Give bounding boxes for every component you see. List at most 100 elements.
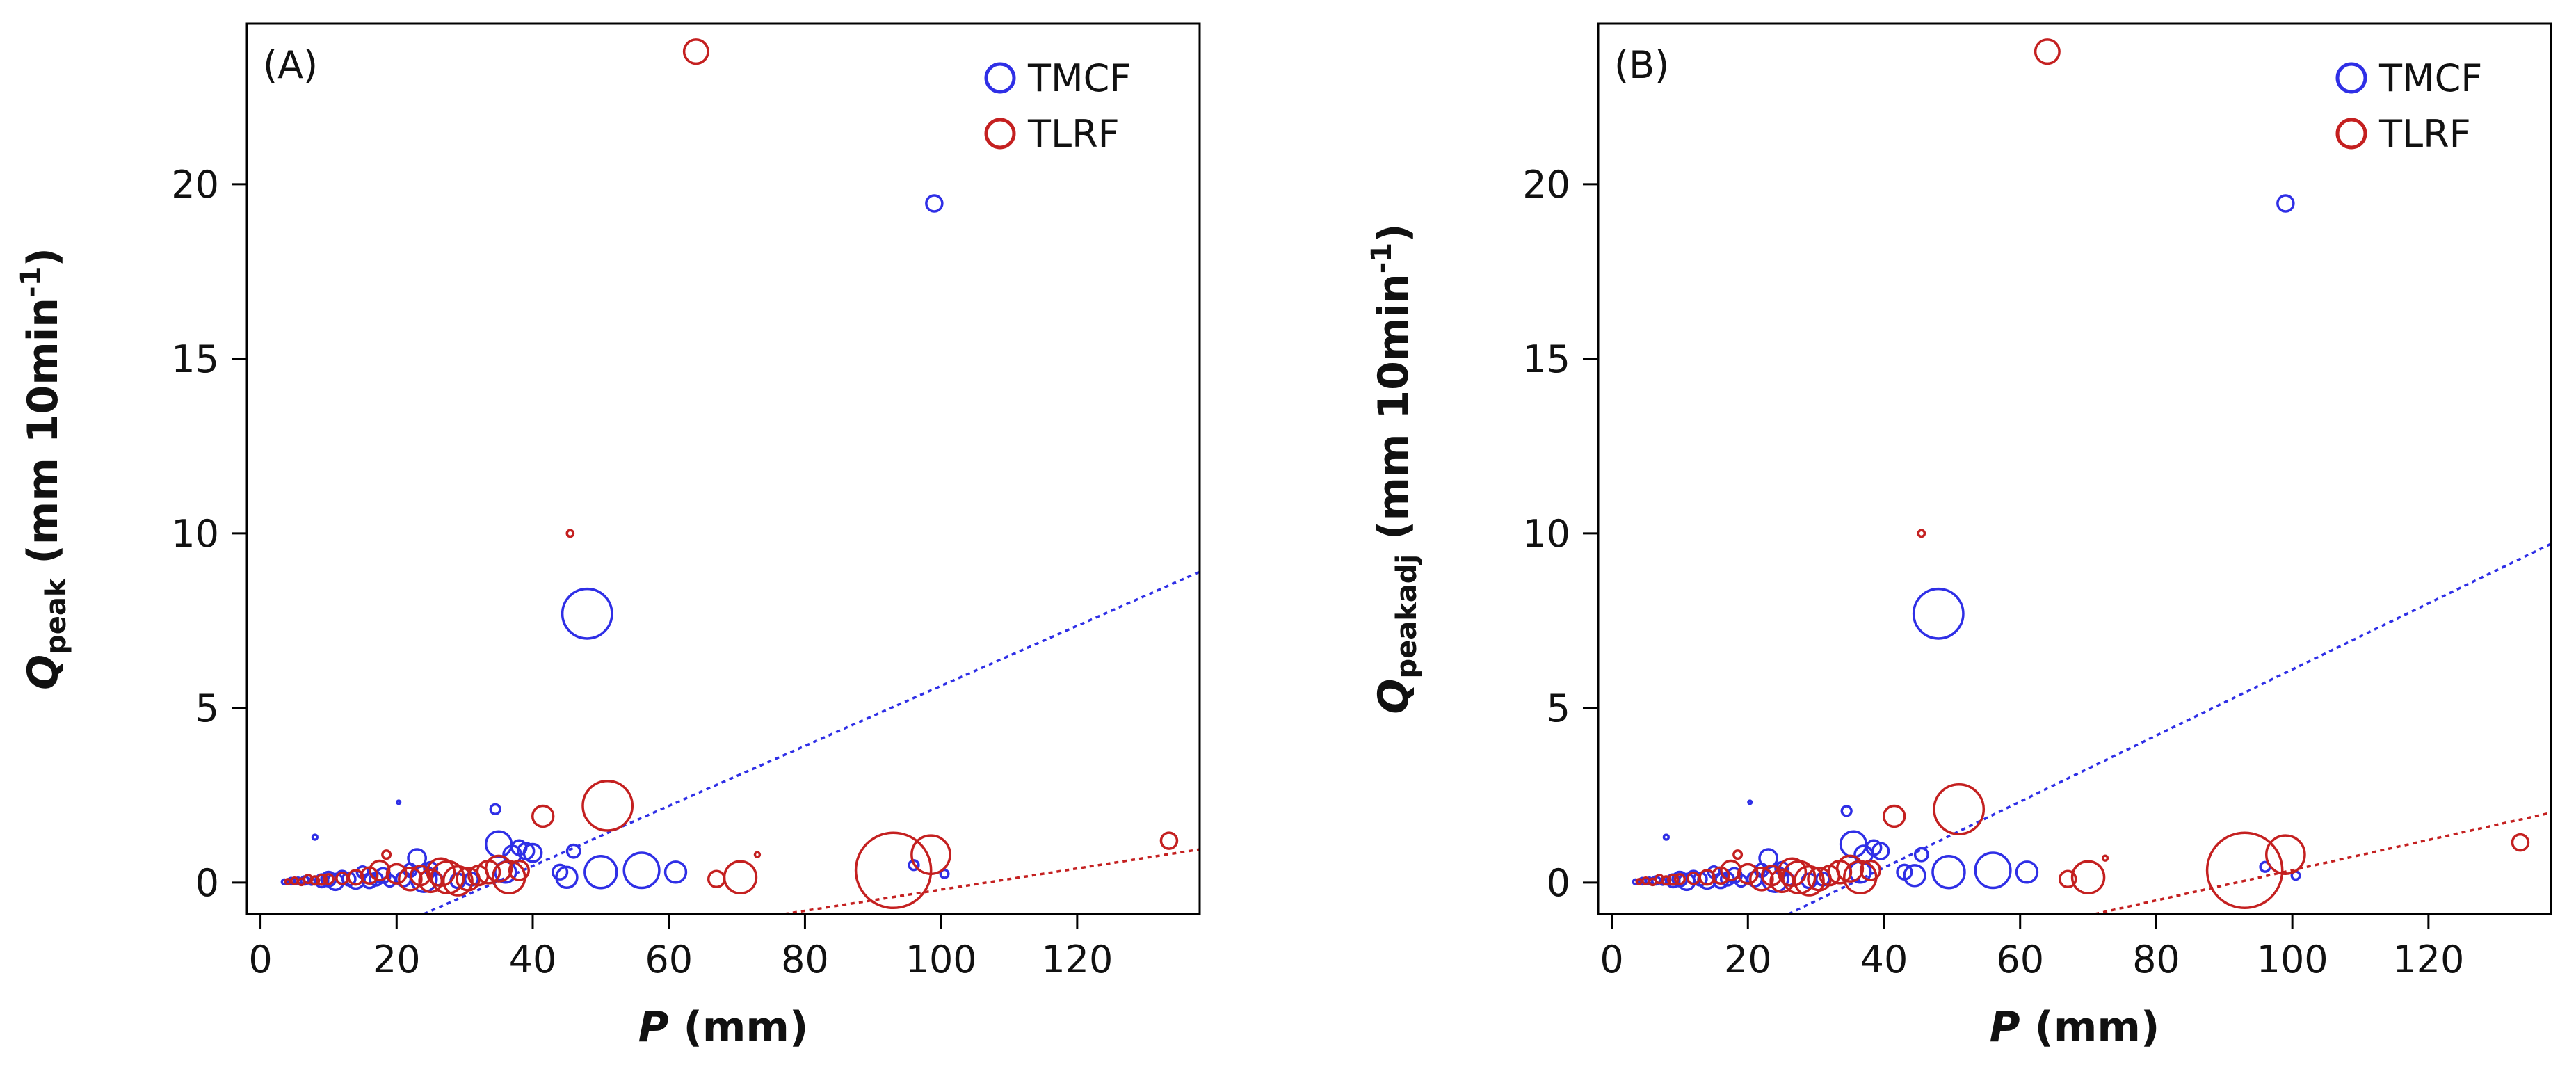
tlrf-point — [531, 804, 555, 828]
tmcf-trend-line — [1788, 543, 2551, 914]
tmcf-trend-line — [423, 570, 1200, 914]
panel-b-x-tick-label: 40 — [1860, 938, 1908, 981]
panel-b-y-tick-label: 10 — [1522, 512, 1570, 556]
tmcf-point — [407, 848, 428, 869]
tlrf-point — [418, 868, 444, 894]
panel-b-x-tick-label: 120 — [2392, 938, 2464, 981]
x-unit: (mm) — [669, 1003, 809, 1052]
panel-a-y-tick-label: 20 — [171, 163, 219, 207]
tlrf-point — [682, 38, 709, 65]
tlrf-point — [1159, 831, 1179, 850]
panel-a: 0 20 40 60 80 100 120 0 5 10 15 20 (A) TMCF TLRF P … — [15, 22, 1201, 1052]
tlrf-point — [2070, 860, 2106, 895]
tlrf-point — [385, 863, 408, 885]
tmcf-point — [561, 587, 613, 640]
tmcf-point — [1913, 847, 1929, 863]
panel-a-label: (A) — [263, 43, 318, 87]
y-unit: (mm 10min — [19, 298, 67, 579]
panel-b-legend: TMCF TLRF — [2335, 56, 2482, 156]
panel-a-ticks: 0 20 40 60 80 100 120 0 5 10 15 20 — [171, 163, 1113, 981]
x-unit: (mm) — [2020, 1003, 2160, 1052]
y-sup: -1 — [15, 267, 47, 298]
tlrf-point — [484, 854, 513, 883]
legend-tlrf-marker — [984, 118, 1016, 150]
tmcf-point — [622, 851, 661, 890]
legend-tlrf-label: TLRF — [2378, 112, 2471, 156]
tlrf-point — [430, 860, 465, 895]
tlrf-point — [1835, 854, 1865, 883]
legend-tmcf-marker — [2335, 62, 2367, 94]
tmcf-point — [1632, 878, 1640, 886]
tmcf-point — [1931, 855, 1966, 890]
panel-a-plot-frame — [245, 22, 1201, 915]
y-sub: peakadj — [1391, 554, 1423, 679]
panel-a-marks — [280, 38, 1200, 914]
tmcf-point — [311, 833, 319, 841]
panel-b-marks — [1632, 38, 2551, 914]
tlrf-point — [1859, 859, 1881, 881]
tlrf-point — [369, 859, 391, 881]
tmcf-point — [1758, 848, 1779, 869]
panel-b-x-axis-title: P (mm) — [1990, 1003, 2160, 1052]
tmcf-point — [2015, 860, 2039, 884]
tlrf-point — [581, 779, 634, 832]
tmcf-point — [552, 863, 569, 881]
panel-b-y-tick-label: 5 — [1547, 687, 1570, 730]
y-close: ) — [19, 248, 67, 266]
panel-a-x-tick-label: 100 — [905, 938, 977, 981]
tlrf-point — [753, 851, 762, 858]
tmcf-point — [489, 803, 501, 816]
tlrf-point — [1777, 857, 1808, 888]
panel-a-x-tick-label: 120 — [1041, 938, 1113, 981]
tmcf-point — [565, 843, 581, 859]
panel-b-y-tick-label: 20 — [1522, 163, 1570, 207]
tlrf-point — [1882, 804, 1906, 828]
tlrf-point — [1793, 865, 1825, 897]
panel-a-x-tick-label: 0 — [248, 938, 272, 981]
tlrf-point — [1673, 873, 1687, 885]
tlrf-point — [381, 849, 392, 860]
tmcf-point — [2276, 194, 2295, 213]
panel-b: 0 20 40 60 80 100 120 0 5 10 15 20 (B) TMCF TLRF P … — [1366, 22, 2552, 1052]
panel-a-x-axis-title: P (mm) — [638, 1003, 809, 1052]
tlrf-point — [1749, 866, 1774, 892]
legend-tmcf-label: TMCF — [2378, 56, 2482, 100]
y-var: Q — [19, 655, 67, 690]
tlrf-point — [347, 869, 364, 886]
tlrf-point — [707, 869, 726, 889]
panel-b-x-tick-label: 0 — [1600, 938, 1623, 981]
tmcf-point — [908, 859, 920, 872]
tmcf-point — [280, 878, 289, 886]
panel-a-legend: TMCF TLRF — [984, 56, 1131, 156]
tlrf-point — [2058, 869, 2077, 889]
tlrf-point — [1737, 863, 1759, 885]
panel-a-y-tick-label: 0 — [195, 861, 219, 905]
panel-b-plot-frame — [1597, 22, 2552, 915]
tmcf-point — [1662, 833, 1671, 841]
tlrf-trend-line — [2094, 811, 2551, 914]
y-sup: -1 — [1366, 243, 1398, 273]
panel-a-x-tick-label: 20 — [373, 938, 421, 981]
tlrf-point — [565, 529, 575, 538]
panel-b-ticks: 0 20 40 60 80 100 120 0 5 10 15 20 — [1522, 163, 2464, 981]
tlrf-point — [1720, 859, 1742, 881]
y-var: Q — [1369, 679, 1418, 714]
tlrf-point — [1698, 869, 1716, 886]
tlrf-point — [426, 857, 456, 888]
tmcf-point — [1747, 799, 1753, 805]
panel-b-y-tick-label: 15 — [1522, 337, 1570, 381]
y-sub: peak — [40, 577, 72, 655]
panel-b-x-tick-label: 60 — [1996, 938, 2044, 981]
tmcf-point — [583, 855, 618, 890]
tmcf-point — [484, 830, 513, 858]
panel-b-y-tick-label: 0 — [1547, 861, 1570, 905]
tlrf-point — [2101, 854, 2109, 862]
panel-a-x-tick-label: 40 — [509, 938, 557, 981]
panel-a-y-tick-label: 5 — [195, 687, 219, 730]
y-close: ) — [1369, 223, 1418, 242]
tlrf-point — [315, 874, 328, 886]
legend-tmcf-marker — [984, 62, 1016, 94]
tlrf-point — [910, 834, 951, 876]
tlrf-point — [284, 878, 291, 885]
